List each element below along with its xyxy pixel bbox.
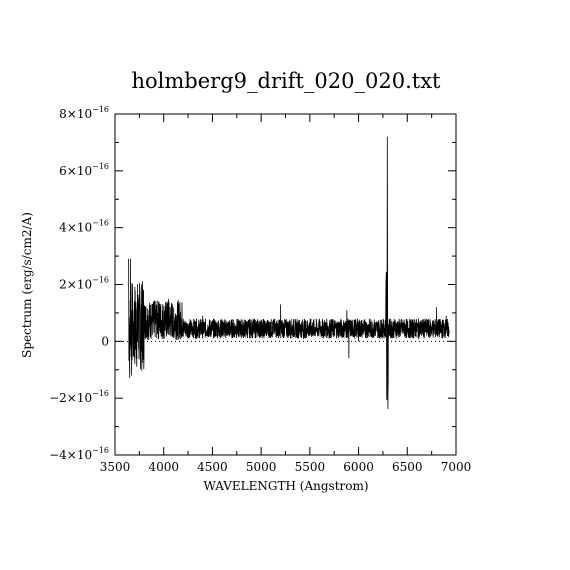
y-axis-label: Spectrum (erg/s/cm2/A) bbox=[20, 212, 34, 358]
y-tick-label: 8×10−16 bbox=[59, 105, 109, 121]
x-tick-label: 3500 bbox=[100, 460, 131, 474]
x-axis-label: WAVELENGTH (Angstrom) bbox=[203, 479, 368, 493]
x-tick-label: 5000 bbox=[246, 460, 277, 474]
y-tick-exponent: −16 bbox=[92, 389, 109, 398]
y-tick-mantissa: −4 bbox=[49, 448, 67, 462]
y-tick-label: −2×10−16 bbox=[49, 389, 109, 405]
y-tick-mantissa: 0 bbox=[101, 334, 109, 348]
y-tick-exponent: −16 bbox=[92, 162, 109, 171]
y-tick-label: 4×10−16 bbox=[59, 219, 109, 235]
x-tick-label: 4000 bbox=[148, 460, 179, 474]
y-tick-exponent: −16 bbox=[92, 105, 109, 114]
y-tick-mantissa: 2 bbox=[59, 278, 67, 292]
x-tick-label: 5500 bbox=[295, 460, 326, 474]
spectrum-series bbox=[128, 136, 450, 410]
y-tick-labels: −4×10−16−2×10−1602×10−164×10−166×10−168×… bbox=[49, 105, 109, 462]
y-tick-times: ×10 bbox=[67, 278, 92, 292]
y-tick-label: −4×10−16 bbox=[49, 446, 109, 462]
axis-ticks bbox=[114, 113, 457, 456]
spectrum-line bbox=[128, 136, 450, 410]
x-tick-label: 7000 bbox=[441, 460, 472, 474]
y-tick-mantissa: −2 bbox=[49, 391, 67, 405]
plot-frame bbox=[114, 113, 457, 456]
x-tick-label: 6000 bbox=[343, 460, 374, 474]
y-tick-times: ×10 bbox=[67, 107, 92, 121]
chart-title: holmberg9_drift_020_020.txt bbox=[132, 69, 442, 93]
y-tick-times: ×10 bbox=[67, 164, 92, 178]
y-tick-times: ×10 bbox=[67, 391, 92, 405]
y-tick-exponent: −16 bbox=[92, 219, 109, 228]
y-tick-mantissa: 8 bbox=[59, 107, 67, 121]
y-tick-mantissa: 4 bbox=[59, 221, 67, 235]
y-tick-exponent: −16 bbox=[92, 446, 109, 455]
x-tick-label: 4500 bbox=[197, 460, 228, 474]
y-tick-label: 6×10−16 bbox=[59, 162, 109, 178]
y-tick-label: 2×10−16 bbox=[59, 276, 109, 292]
y-tick-label: 0 bbox=[101, 334, 109, 348]
y-tick-exponent: −16 bbox=[92, 276, 109, 285]
x-tick-label: 6500 bbox=[392, 460, 423, 474]
y-tick-mantissa: 6 bbox=[59, 164, 67, 178]
x-tick-labels: 3500 4000 4500 5000 5500 6000 6500 7000 bbox=[100, 460, 472, 474]
y-tick-times: ×10 bbox=[67, 221, 92, 235]
y-tick-times: ×10 bbox=[67, 448, 92, 462]
